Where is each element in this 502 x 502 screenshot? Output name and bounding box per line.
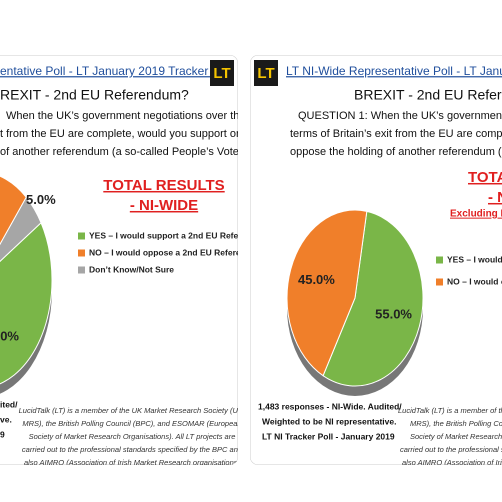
value-label: 5.0% <box>26 192 56 207</box>
heading: TOTA <box>468 169 502 186</box>
pie-slice <box>0 196 42 281</box>
value-label: 45.0% <box>298 272 335 287</box>
value-label: 52.0% <box>0 328 19 343</box>
heading: - NI-WIDE <box>130 197 198 214</box>
legend-label: YES – I would support a 2nd EU Referendu… <box>89 230 270 240</box>
subtitle: REXIT - 2nd EU Referendum? <box>0 87 189 103</box>
source: 9 <box>0 429 5 439</box>
legend-swatch <box>436 278 443 286</box>
logo: LT <box>257 65 274 82</box>
legend-label: NO – I would oppo <box>447 276 502 286</box>
note: also AIMRO (Association of Irish Market … <box>24 458 241 467</box>
panel-frame <box>0 55 238 465</box>
source: ited/ <box>0 399 18 409</box>
note: MRS), the British Polling Counci <box>410 419 502 428</box>
pie-slice <box>286 209 368 377</box>
logo-box <box>254 60 278 86</box>
question: terms of Britain’s exit from the EU are … <box>290 128 502 140</box>
panel: entative Poll - LT January 2019 Tracker … <box>0 55 270 467</box>
legend-swatch <box>436 256 443 264</box>
source: Weighted to be NI representative. <box>262 416 396 426</box>
question: When the UK’s government negotiations ov… <box>6 110 246 122</box>
legend-swatch <box>78 266 85 274</box>
question: QUESTION 1: When the UK’s government neg… <box>298 110 502 122</box>
question: oppose the holding of another referendum… <box>290 146 502 158</box>
question: t from the EU are complete, would you su… <box>0 128 240 140</box>
title: LT NI-Wide Representative Poll - LT Janu… <box>286 64 502 78</box>
logo-box <box>210 60 234 86</box>
source: LT NI Tracker Poll - January 2019 <box>262 431 395 441</box>
note: Society of Market Research Organisations… <box>29 432 236 441</box>
value-label: 55.0% <box>375 307 412 322</box>
legend-swatch <box>78 249 85 257</box>
title: entative Poll - LT January 2019 Tracker … <box>0 64 232 78</box>
note: also AIMRO (Association of Irish <box>402 458 502 467</box>
heading: TOTAL RESULTS <box>103 177 224 194</box>
legend-swatch <box>78 232 85 240</box>
pie-slice <box>322 210 424 387</box>
question: of another referendum (a so-called Peopl… <box>0 146 249 158</box>
heading: Excluding D <box>450 209 502 220</box>
legend-label: Don’t Know/Not Sure <box>89 264 174 274</box>
subtitle: BREXIT - 2nd EU Referendum? <box>354 87 502 103</box>
note: carried out to the professional standard… <box>22 445 243 454</box>
legend-label: NO – I would oppose a 2nd EU Referendum <box>89 247 264 257</box>
panel: LT LT NI-Wide Representative Poll - LT J… <box>250 55 502 467</box>
pie-slice <box>0 221 53 389</box>
source: 1,483 responses - NI-Wide. Audited/ <box>258 401 402 411</box>
logo: LT <box>213 65 230 82</box>
heading: - N <box>488 189 502 206</box>
note: carried out to the professional s <box>400 445 502 454</box>
note: MRS), the British Polling Council (BPC),… <box>22 419 241 428</box>
note: Society of Market Research O <box>410 432 502 441</box>
note: LucidTalk (LT) is a member of the UK Mar… <box>19 406 246 415</box>
legend-label: YES – I would supp <box>447 254 502 264</box>
source: ve. <box>0 414 12 424</box>
pie-slice <box>0 171 27 327</box>
note: LucidTalk (LT) is a member of the U <box>398 406 502 415</box>
